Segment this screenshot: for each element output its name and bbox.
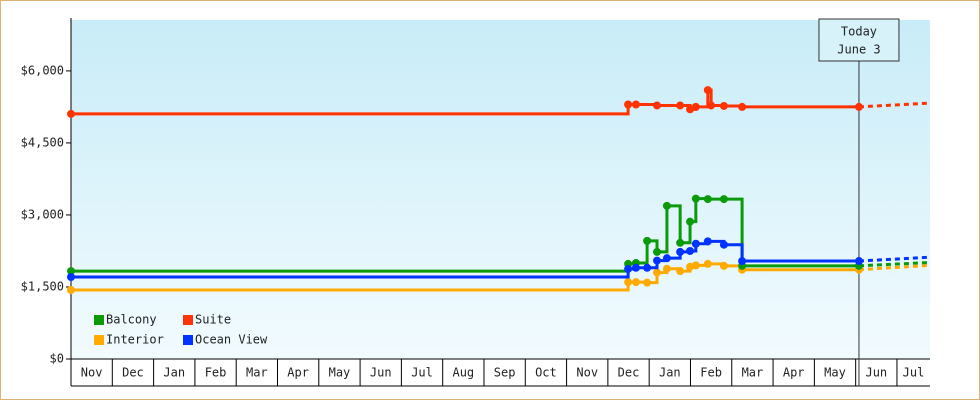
legend-label: Balcony (106, 313, 157, 327)
data-point (686, 246, 695, 255)
x-tick-label: Jun (370, 366, 392, 380)
x-tick-label: Jul (903, 366, 925, 380)
data-point (676, 247, 685, 256)
x-tick-label: May (329, 366, 351, 380)
y-tick-label: $1,500 (21, 279, 64, 293)
data-point (854, 257, 863, 266)
data-point (691, 261, 700, 270)
data-point (631, 263, 640, 272)
data-point (719, 240, 728, 249)
today-date: June 3 (837, 43, 880, 57)
x-tick-label: Jan (659, 366, 681, 380)
x-tick-label: Mar (246, 366, 268, 380)
projection-line (858, 255, 931, 263)
y-tick-label: $4,500 (21, 135, 64, 149)
x-tick-label: Mar (742, 366, 764, 380)
x-tick-label: Apr (287, 366, 309, 380)
data-point (691, 194, 700, 203)
data-point (631, 278, 640, 287)
data-point (643, 278, 652, 287)
data-point (653, 247, 662, 256)
data-point (624, 278, 633, 287)
x-tick-label: Feb (700, 366, 722, 380)
data-point (67, 285, 75, 294)
data-point (691, 239, 700, 248)
data-point (703, 86, 712, 95)
y-tick-label: $3,000 (21, 207, 64, 221)
data-point (854, 102, 863, 111)
legend-swatch (183, 315, 193, 325)
legend-swatch (94, 315, 104, 325)
x-tick-label: Feb (205, 366, 227, 380)
x-tick-label: Oct (535, 366, 557, 380)
legend-label: Interior (106, 333, 164, 347)
data-point (676, 267, 685, 276)
x-tick-label: Dec (618, 366, 640, 380)
data-point (67, 109, 75, 118)
legend-swatch (94, 335, 104, 345)
data-point (662, 264, 671, 273)
data-point (653, 268, 662, 277)
x-tick-label: Apr (783, 366, 805, 380)
projection-line (858, 101, 931, 109)
data-point (67, 267, 75, 276)
data-point (631, 100, 640, 109)
x-tick-label: Dec (122, 366, 144, 380)
data-point (686, 217, 695, 226)
data-point (719, 101, 728, 110)
data-point (703, 195, 712, 204)
data-point (676, 238, 685, 247)
y-tick-label: $6,000 (21, 63, 64, 77)
data-point (703, 237, 712, 246)
y-tick-label: $0 (50, 352, 64, 366)
data-point (643, 236, 652, 245)
legend-label: Ocean View (195, 333, 268, 347)
x-tick-label: May (824, 366, 846, 380)
data-point (662, 254, 671, 263)
data-point (707, 101, 716, 110)
x-tick-label: Nov (576, 366, 598, 380)
data-point (703, 259, 712, 268)
projection-line (858, 263, 931, 272)
data-point (67, 272, 75, 281)
x-tick-label: Jan (163, 366, 185, 380)
data-point (738, 102, 747, 111)
data-point (653, 101, 662, 110)
projection-line (858, 260, 931, 268)
data-point (624, 264, 633, 273)
today-box (818, 18, 900, 62)
x-tick-label: Sep (494, 366, 516, 380)
x-tick-label: Jun (865, 366, 887, 380)
data-point (662, 201, 671, 210)
x-tick-label: Nov (81, 366, 103, 380)
data-point (624, 100, 633, 109)
data-point (676, 101, 685, 110)
data-point (691, 102, 700, 111)
today-label: Today (841, 25, 877, 39)
x-tick-label: Jul (411, 366, 433, 380)
data-point (719, 261, 728, 270)
x-tick-label: Aug (452, 366, 474, 380)
legend-swatch (183, 335, 193, 345)
legend-label: Suite (195, 313, 231, 327)
data-point (719, 195, 728, 204)
plot-area (71, 20, 930, 359)
data-point (643, 263, 652, 272)
data-point (738, 257, 747, 266)
data-point (653, 256, 662, 265)
